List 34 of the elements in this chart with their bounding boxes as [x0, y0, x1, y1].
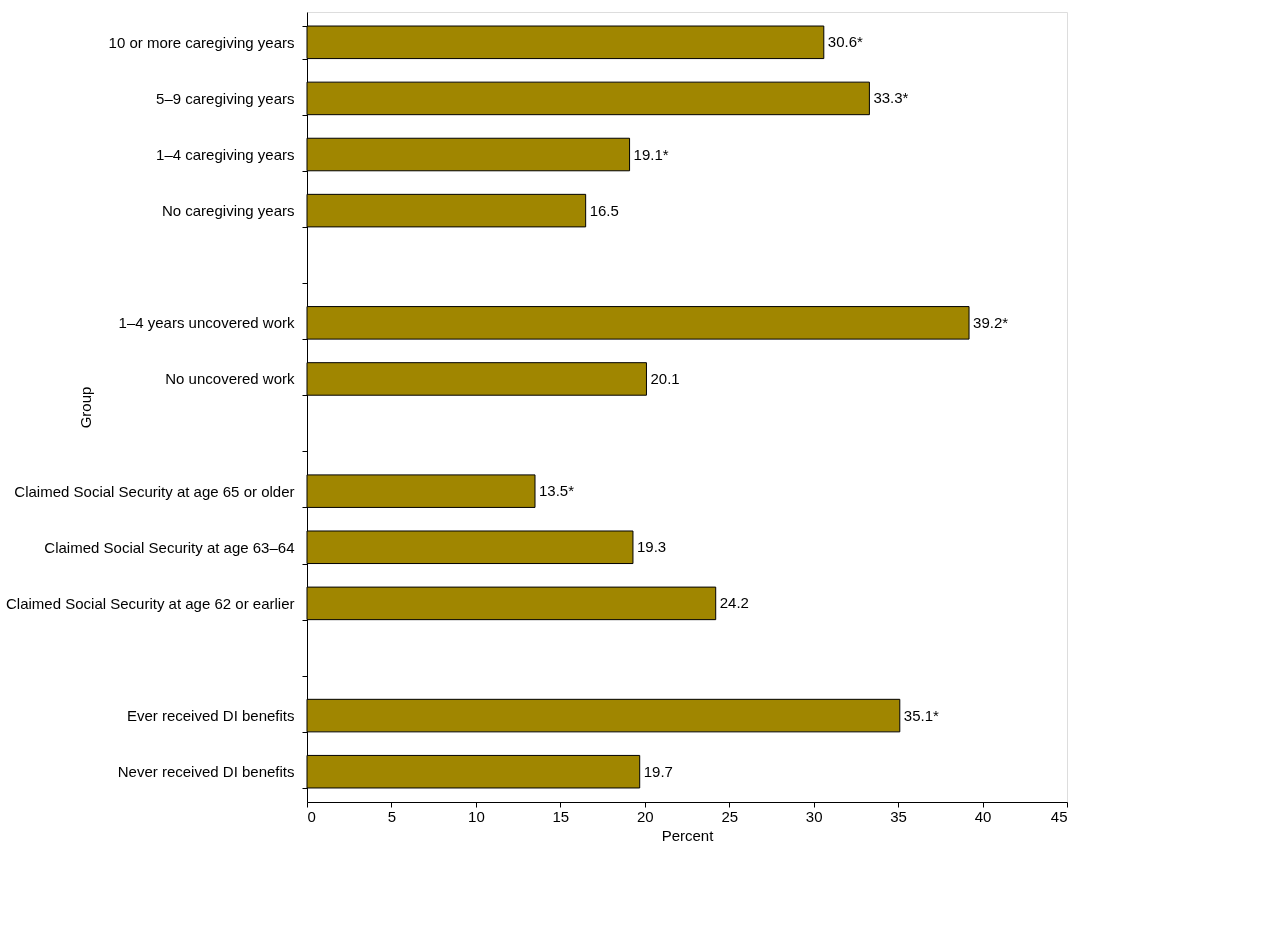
- data-label: 35.1*: [903, 706, 939, 724]
- y-tick-label: Claimed Social Security at age 63–64: [44, 538, 295, 556]
- y-tick-label: 1–4 caregiving years: [156, 146, 295, 164]
- data-label: 33.3*: [873, 89, 909, 107]
- y-tick-label: Claimed Social Security at age 65 or older: [14, 482, 295, 500]
- data-label: 19.3: [636, 538, 667, 556]
- data-label: 39.2*: [973, 313, 1009, 331]
- data-label: 13.5*: [539, 482, 575, 500]
- x-tick-label: 45: [1050, 807, 1068, 825]
- data-label: 19.7: [643, 762, 673, 780]
- y-tick-label: 5–9 caregiving years: [156, 89, 295, 107]
- data-label: 16.5: [589, 201, 619, 219]
- y-tick-label: 1–4 years uncovered work: [118, 314, 295, 332]
- data-label: 30.6*: [827, 33, 863, 51]
- y-tick-label: 10 or more caregiving years: [108, 33, 295, 51]
- x-tick-label: 35: [890, 807, 907, 825]
- x-tick-label: 40: [974, 807, 992, 825]
- x-tick-label: 15: [552, 807, 570, 825]
- x-tick-label: 0: [307, 807, 316, 825]
- y-tick-label: Ever received DI benefits: [126, 707, 295, 725]
- data-label: 19.1*: [633, 145, 669, 163]
- x-tick-label: 5: [387, 807, 397, 825]
- x-tick-label: 25: [721, 807, 739, 825]
- x-tick-label: 10: [468, 807, 485, 825]
- y-tick-label: Never received DI benefits: [117, 763, 295, 781]
- y-tick-label: Claimed Social Security at age 62 or earlier: [6, 594, 295, 612]
- y-tick-label: No caregiving years: [161, 202, 295, 220]
- x-tick-label: 20: [636, 807, 654, 825]
- x-axis-title: Percent: [661, 826, 715, 844]
- y-axis-title: Group: [76, 386, 94, 429]
- data-label: 24.2: [719, 594, 749, 612]
- y-tick-label: No uncovered work: [165, 370, 295, 388]
- x-tick-label: 30: [805, 807, 823, 825]
- data-label: 20.1: [650, 369, 680, 387]
